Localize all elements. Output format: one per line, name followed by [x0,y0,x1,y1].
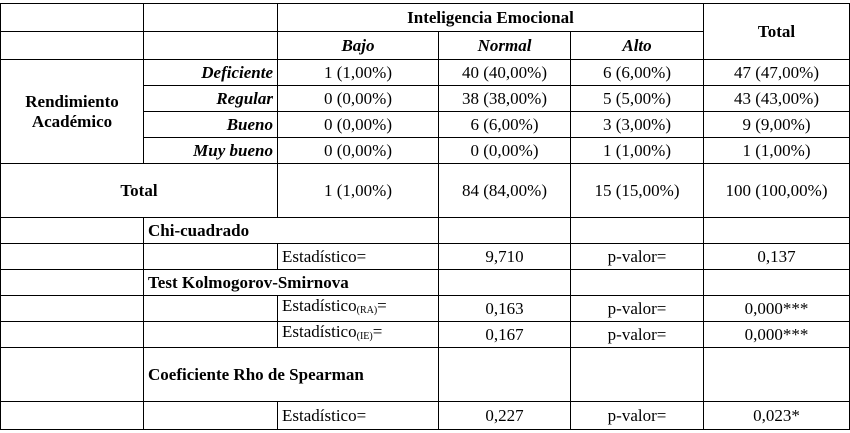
p-label: p-valor= [569,295,705,322]
empty-cell [703,347,850,402]
empty-cell [0,217,144,244]
data-cell: 0 (0,00%) [277,137,439,164]
data-cell: 84 (84,00%) [438,163,571,218]
empty-cell [569,217,705,244]
empty-cell [438,269,571,296]
empty-cell [143,321,278,348]
empty-cell [143,295,278,322]
stat-label-suffix: = [377,296,387,316]
empty-cell [703,269,850,296]
empty-cell [0,347,144,402]
p-value: 0,023* [703,401,850,430]
row-label: Regular [143,85,278,112]
table-row: Inteligencia Emocional Total [0,3,850,60]
stat-value: 0,227 [438,401,571,430]
table-row: Total 1 (1,00%) 84 (84,00%) 15 (15,00%) 100 … [0,163,850,218]
data-cell: 6 (6,00%) [438,111,571,138]
empty-cell [0,321,144,348]
data-cell: 47 (47,00%) [703,59,850,86]
row-group-label: Rendimiento Académico [0,59,144,164]
data-cell: 40 (40,00%) [438,59,571,86]
data-cell: 0 (0,00%) [277,111,439,138]
table-row: Regular 0 (0,00%) 38 (38,00%) 5 (5,00%) 43 (… [1,85,850,112]
data-cell: 6 (6,00%) [569,59,705,86]
table-row: Estadístico(IE)= 0,167 p-valor= 0,000*** [0,321,850,348]
stat-label: Estadístico= [277,401,439,430]
data-cell: 1 (1,00%) [703,137,850,164]
data-cell: 1 (1,00%) [277,163,439,218]
stat-label: Estadístico(RA)= [277,295,439,322]
empty-cell [438,347,571,402]
stat-label-suffix: = [372,322,383,342]
column-header: Normal [438,31,571,60]
results-table: Inteligencia Emocional Total Bajo Normal Alt… [0,3,850,430]
empty-cell [569,347,705,402]
test-title: Coeficiente Rho de Spearman [143,347,439,402]
data-cell: 1 (1,00%) [569,137,705,164]
stat-label-sub: (RA) [356,305,378,316]
data-cell: 3 (3,00%) [569,111,705,138]
stat-label-text: Estadístico= [282,246,367,266]
data-cell: 9 (9,00%) [703,111,850,138]
group-header: Inteligencia Emocional [276,3,705,32]
empty-cell [0,269,144,296]
empty-cell [0,31,144,60]
table-row: Bueno 0 (0,00%) 6 (6,00%) 3 (3,00%) 9 (9,00%… [1,111,850,138]
p-label: p-valor= [569,321,705,348]
empty-cell [0,295,144,322]
stat-label-text: Estadístico= [282,405,367,425]
stat-value: 9,710 [438,243,571,270]
stat-label: Estadístico(IE)= [277,321,439,348]
empty-cell [143,243,278,270]
stat-label-sub: (IE) [356,331,373,342]
stat-value: 0,167 [438,321,571,348]
stat-value: 0,163 [438,295,571,322]
table-row: Estadístico= 9,710 p-valor= 0,137 [0,243,850,270]
empty-cell [0,243,144,270]
p-value: 0,000*** [703,321,850,348]
p-value: 0,000*** [703,295,850,322]
data-cell: 15 (15,00%) [569,163,705,218]
test-title: Test Kolmogorov-Smirnova [143,269,439,296]
row-label: Muy bueno [143,137,278,164]
table-row: Chi-cuadrado [0,217,850,244]
data-cell: 38 (38,00%) [438,85,571,112]
stat-label-text: Estadístico [282,322,357,342]
row-label: Bueno [143,111,278,138]
data-cell: 0 (0,00%) [438,137,571,164]
data-cell: 0 (0,00%) [277,85,439,112]
empty-cell [143,3,278,32]
stat-label-text: Estadístico [282,296,357,316]
empty-cell [143,401,278,430]
table-row: Rendimiento Académico Deficiente 1 (1,00%)… [0,59,850,164]
table-row: Coeficiente Rho de Spearman [0,347,850,402]
p-label: p-valor= [569,401,705,430]
empty-cell [143,31,278,60]
data-cell: 5 (5,00%) [569,85,705,112]
data-cell: 43 (43,00%) [703,85,850,112]
p-value: 0,137 [703,243,850,270]
empty-cell [0,401,144,430]
empty-cell [438,217,571,244]
empty-cell [0,3,144,32]
total-header: Total [703,3,850,60]
data-cell: 1 (1,00%) [277,59,439,86]
empty-cell [569,269,705,296]
data-cell: 100 (100,00%) [703,163,850,218]
row-label: Deficiente [143,59,278,86]
test-title: Chi-cuadrado [143,217,439,244]
column-header: Bajo [277,31,439,60]
p-label: p-valor= [569,243,705,270]
stat-label: Estadístico= [277,243,439,270]
table-row: Estadístico= 0,227 p-valor= 0,023* [0,401,850,430]
table-row: Estadístico(RA)= 0,163 p-valor= 0,000*** [0,295,850,322]
total-label: Total [0,163,278,218]
table-row: Test Kolmogorov-Smirnova [0,269,850,296]
empty-cell [703,217,850,244]
column-header: Alto [569,31,705,60]
